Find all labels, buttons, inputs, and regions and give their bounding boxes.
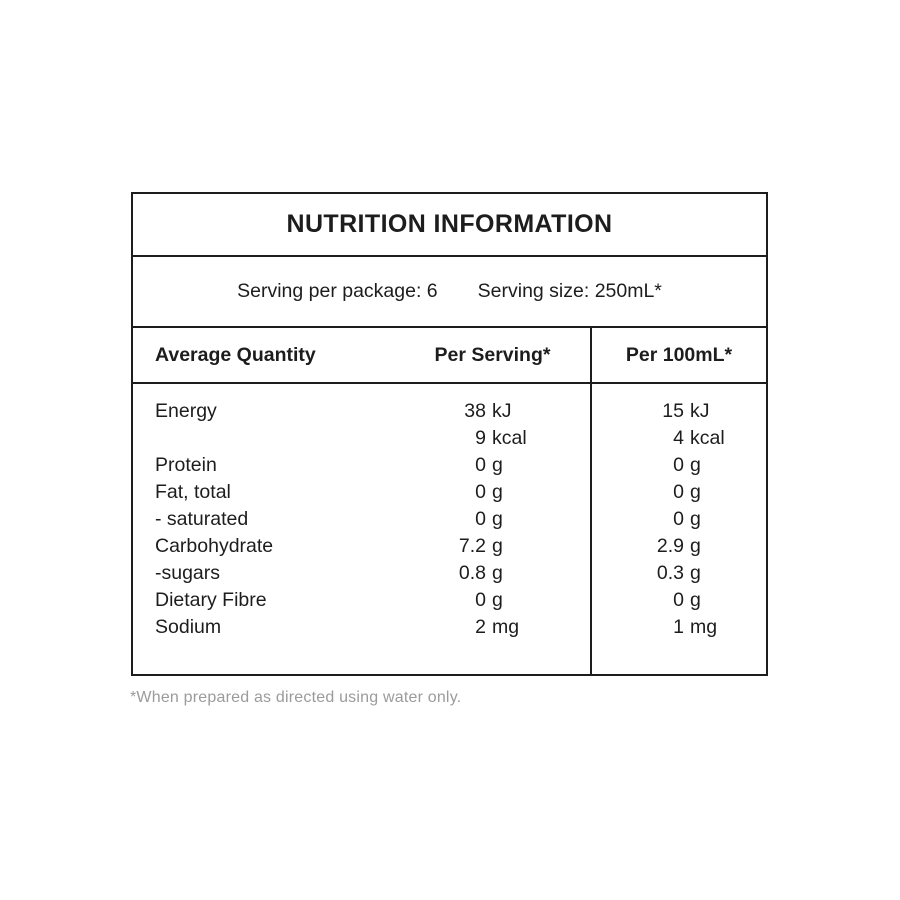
nutrient-label: Carbohydrate (155, 535, 274, 557)
value-unit: mg (690, 616, 718, 638)
value-unit: g (690, 508, 701, 530)
nutrient-label: - saturated (155, 508, 249, 530)
value-unit: g (492, 562, 503, 584)
nutrient-label: Protein (155, 454, 217, 476)
value-number: 0 (475, 508, 486, 530)
column-header-per-serving: Per Serving* (434, 343, 551, 366)
value-number: 0.3 (656, 562, 684, 584)
panel-title: NUTRITION INFORMATION (133, 194, 766, 257)
value-number: 0 (475, 481, 486, 503)
per-100ml-value: 2.9 g (592, 535, 766, 558)
value-unit: g (492, 508, 503, 530)
table-row-energy-kcal: 9 kcal 4 kcal (133, 425, 766, 452)
footnote: *When prepared as directed using water o… (130, 689, 462, 706)
value-unit: kcal (690, 427, 725, 449)
value-unit: g (690, 589, 701, 611)
table-row-carbohydrate: Carbohydrate 7.2 g 2.9 g (133, 533, 766, 560)
per-serving-value: 0.8 g (353, 562, 590, 585)
nutrient-label: Fat, total (155, 481, 231, 503)
per-serving-value: 9 kcal (353, 427, 590, 450)
nutrient-label: Dietary Fibre (155, 589, 267, 611)
value-unit: mg (492, 616, 520, 638)
serving-size-text: Serving size: 250mL* (477, 280, 662, 302)
per-serving-value: 2 mg (353, 616, 590, 639)
value-unit: g (690, 562, 701, 584)
per-100ml-value: 4 kcal (592, 427, 766, 450)
per-100ml-value: 1 mg (592, 616, 766, 639)
table-header-row: Average Quantity Per Serving* Per 100mL* (133, 328, 766, 384)
serving-info-row: Serving per package: 6 Serving size: 250… (133, 257, 766, 328)
value-unit: g (492, 589, 503, 611)
per-100ml-value: 0.3 g (592, 562, 766, 585)
value-number: 0.8 (458, 562, 486, 584)
nutrient-label: Sodium (155, 616, 222, 638)
value-number: 0 (673, 589, 684, 611)
per-serving-value: 38 kJ (353, 400, 590, 423)
column-divider (590, 384, 592, 674)
nutrient-label: -sugars (155, 562, 221, 584)
column-header-average-quantity: Average Quantity (155, 343, 316, 366)
value-unit: g (690, 535, 701, 557)
value-number: 0 (673, 481, 684, 503)
value-unit: g (690, 454, 701, 476)
table-row-sugars: -sugars 0.8 g 0.3 g (133, 560, 766, 587)
table-row-energy: Energy 38 kJ 15 kJ (133, 398, 766, 425)
nutrition-information-panel: NUTRITION INFORMATION Serving per packag… (131, 192, 768, 676)
value-number: 4 (673, 427, 684, 449)
value-number: 9 (475, 427, 486, 449)
value-number: 0 (475, 589, 486, 611)
value-number: 15 (662, 400, 684, 422)
value-number: 0 (673, 508, 684, 530)
column-header-per-100ml: Per 100mL* (590, 328, 766, 382)
value-number: 38 (464, 400, 486, 422)
per-100ml-value: 15 kJ (592, 400, 766, 423)
value-unit: g (492, 454, 503, 476)
per-serving-value: 7.2 g (353, 535, 590, 558)
table-row-sodium: Sodium 2 mg 1 mg (133, 614, 766, 641)
value-number: 2 (475, 616, 486, 638)
value-number: 0 (673, 454, 684, 476)
value-unit: g (492, 481, 503, 503)
value-number: 1 (673, 616, 684, 638)
value-number: 2.9 (656, 535, 684, 557)
value-unit: kJ (492, 400, 512, 422)
nutrient-label: Energy (155, 400, 217, 422)
value-unit: g (492, 535, 503, 557)
value-unit: g (690, 481, 701, 503)
value-unit: kcal (492, 427, 527, 449)
value-number: 0 (475, 454, 486, 476)
value-unit: kJ (690, 400, 710, 422)
serving-per-package-text: Serving per package: 6 (237, 280, 438, 302)
value-number: 7.2 (458, 535, 486, 557)
